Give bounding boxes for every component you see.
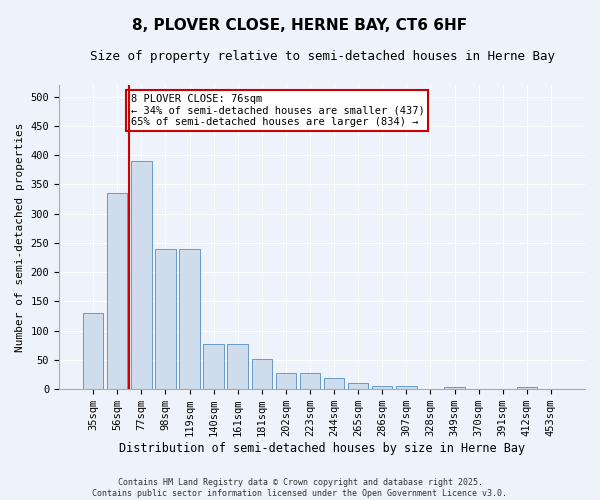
Bar	[227, 344, 248, 389]
Bar	[203, 344, 224, 389]
Text: Contains HM Land Registry data © Crown copyright and database right 2025.
Contai: Contains HM Land Registry data © Crown c…	[92, 478, 508, 498]
Bar	[324, 378, 344, 389]
Y-axis label: Number of semi-detached properties: Number of semi-detached properties	[15, 122, 25, 352]
X-axis label: Distribution of semi-detached houses by size in Herne Bay: Distribution of semi-detached houses by …	[119, 442, 525, 455]
Bar	[396, 386, 416, 389]
Bar	[155, 249, 176, 389]
Bar	[83, 313, 103, 389]
Title: Size of property relative to semi-detached houses in Herne Bay: Size of property relative to semi-detach…	[89, 50, 554, 63]
Bar	[372, 386, 392, 389]
Text: 8 PLOVER CLOSE: 76sqm
← 34% of semi-detached houses are smaller (437)
65% of sem: 8 PLOVER CLOSE: 76sqm ← 34% of semi-deta…	[131, 94, 424, 127]
Text: 8, PLOVER CLOSE, HERNE BAY, CT6 6HF: 8, PLOVER CLOSE, HERNE BAY, CT6 6HF	[133, 18, 467, 32]
Bar	[179, 249, 200, 389]
Bar	[107, 193, 127, 389]
Bar	[300, 374, 320, 389]
Bar	[251, 360, 272, 389]
Bar	[444, 387, 465, 389]
Bar	[348, 384, 368, 389]
Bar	[517, 387, 537, 389]
Bar	[275, 374, 296, 389]
Bar	[131, 161, 152, 389]
